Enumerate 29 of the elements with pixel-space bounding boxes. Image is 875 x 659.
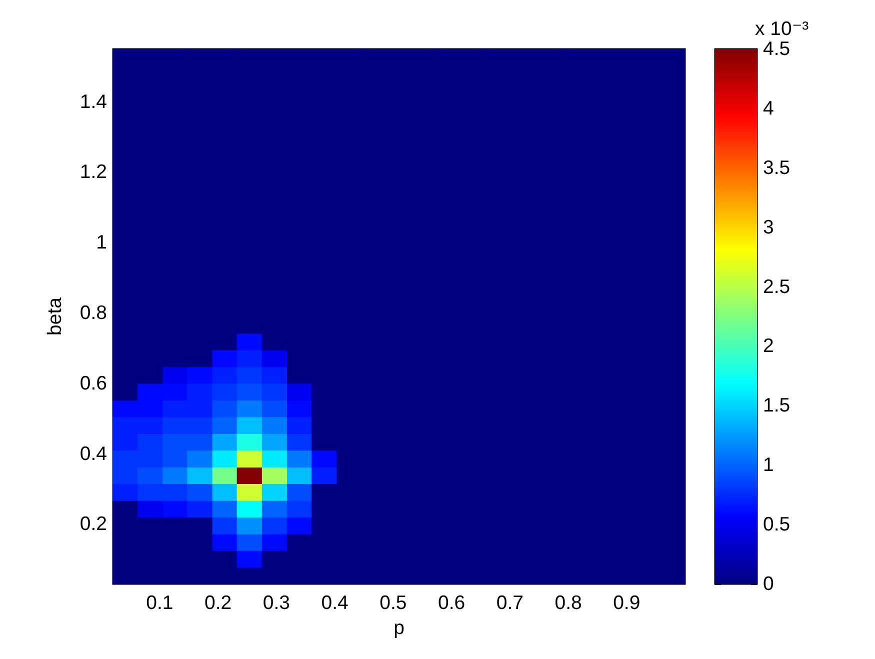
y-tick-label: 0.6 (80, 372, 107, 394)
y-tick-label: 0.4 (80, 442, 108, 465)
x-tick-label: 0.9 (613, 592, 640, 614)
y-tick-label: 1.2 (80, 161, 107, 184)
color-bar-label: 1.5 (763, 394, 790, 417)
x-axis-title: p (394, 617, 405, 639)
x-tick-label: 0.7 (496, 592, 524, 614)
color-bar-label: 0 (763, 573, 774, 595)
y-tick-label: 1 (96, 232, 107, 254)
x-tick-label: 0.8 (554, 592, 582, 614)
y-tick-label: 0.8 (80, 302, 107, 324)
color-bar-title: x 10⁻³ (755, 18, 810, 40)
color-bar-label: 3.5 (763, 156, 790, 179)
y-tick-label: 1.4 (80, 90, 108, 113)
x-tick-label: 0.2 (204, 592, 232, 614)
color-bar-label: 3 (763, 216, 774, 238)
color-bar-label: 2.5 (763, 276, 790, 298)
x-tick-label: 0.4 (321, 592, 349, 614)
x-tick-label: 0.5 (380, 592, 407, 614)
x-tick-label: 0.1 (146, 592, 174, 614)
y-axis-title: beta (44, 297, 66, 336)
color-bar-label: 1 (763, 454, 774, 476)
color-bar-label: 2 (763, 335, 774, 358)
y-tick-label: 0.2 (80, 513, 107, 536)
color-bar-label: 4 (763, 97, 774, 120)
x-tick-label: 0.3 (262, 592, 290, 614)
x-tick-label: 0.6 (438, 592, 466, 614)
color-bar-label: 0.5 (763, 514, 790, 536)
color-bar-label: 4.5 (763, 38, 790, 60)
